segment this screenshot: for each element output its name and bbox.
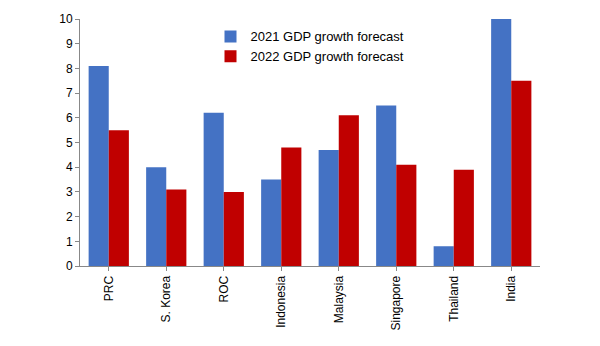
svg-text:4: 4 <box>66 160 73 174</box>
svg-text:10: 10 <box>59 12 73 26</box>
svg-text:Indonesia: Indonesia <box>274 275 288 327</box>
svg-text:2021 GDP growth forecast: 2021 GDP growth forecast <box>251 29 404 44</box>
svg-text:3: 3 <box>66 185 73 199</box>
svg-text:Thailand: Thailand <box>447 276 461 322</box>
svg-text:2: 2 <box>66 210 73 224</box>
svg-text:7: 7 <box>66 86 73 100</box>
svg-text:PRC: PRC <box>102 275 116 301</box>
svg-text:India: India <box>504 275 518 301</box>
svg-text:Singapore: Singapore <box>389 275 403 330</box>
svg-text:5: 5 <box>66 136 73 150</box>
svg-text:9: 9 <box>66 37 73 51</box>
svg-text:ROC: ROC <box>217 275 231 302</box>
svg-text:S. Korea: S. Korea <box>159 275 173 322</box>
svg-text:2022 GDP growth forecast: 2022 GDP growth forecast <box>251 49 404 64</box>
svg-text:Malaysia: Malaysia <box>332 275 346 323</box>
svg-text:0: 0 <box>66 259 73 273</box>
svg-text:1: 1 <box>66 235 73 249</box>
svg-text:6: 6 <box>66 111 73 125</box>
svg-text:8: 8 <box>66 62 73 76</box>
